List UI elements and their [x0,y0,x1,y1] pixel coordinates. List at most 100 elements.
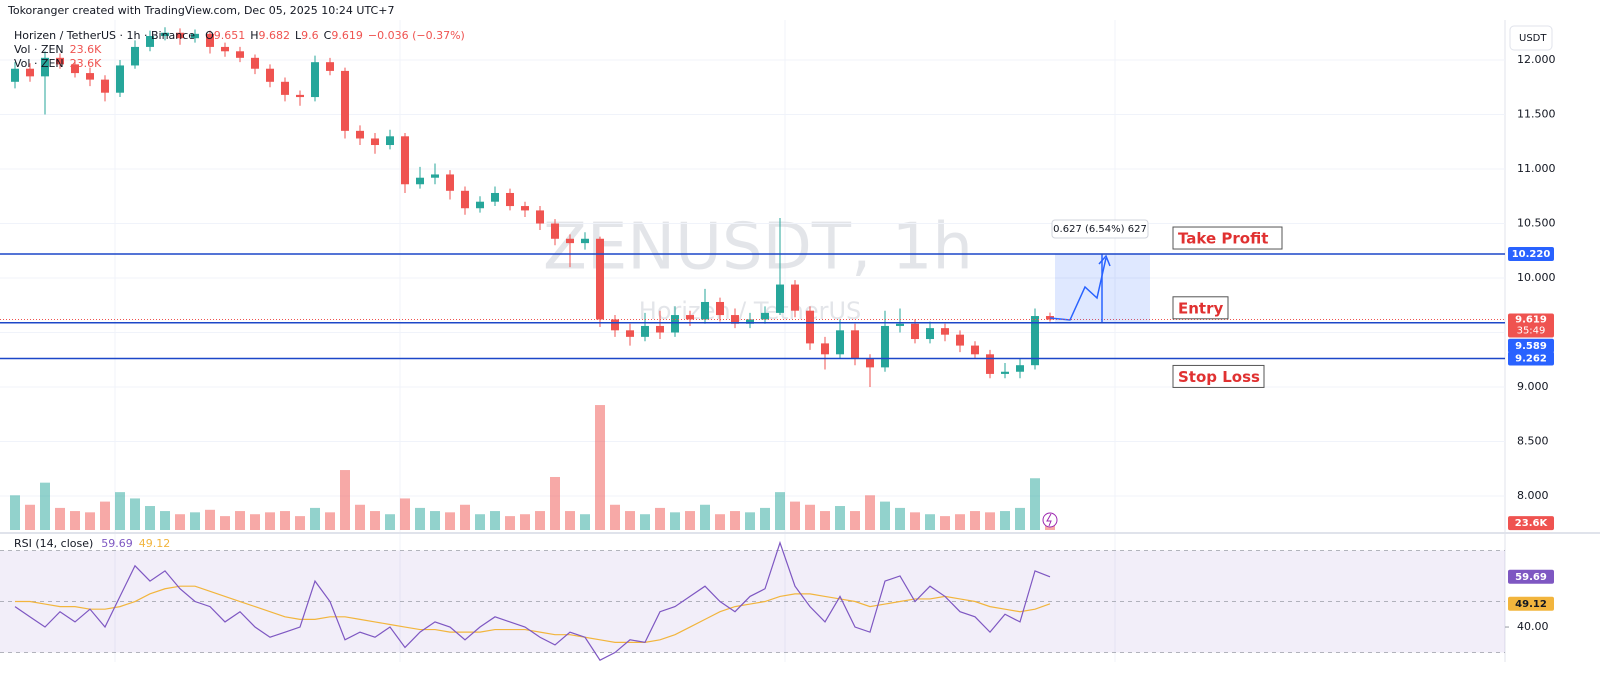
change: −0.036 (−0.37%) [368,29,465,42]
rsi-line [14,540,1051,661]
plot [0,27,1505,530]
volume-bar [790,501,800,530]
candle-body [461,190,469,209]
candle-body [911,323,919,340]
candle-body [776,284,784,313]
ohlc-name: H [250,29,258,42]
rsi-badge [1508,569,1554,584]
volume-bar [595,405,605,530]
volume-bar [130,498,140,530]
volume-bar [355,504,365,530]
volume-bar [340,470,350,530]
last-price-label: 9.619 [1515,315,1547,326]
candle-body [71,64,79,74]
volume-bar [925,514,935,530]
volume-bar [415,507,425,530]
rsi-badge-label: 59.69 [1515,572,1547,583]
candle-body [491,192,499,202]
candle-body [821,343,829,355]
volume-legend-name: Vol · ZEN [14,43,64,56]
candle-body [926,328,934,340]
candle-body [971,345,979,355]
candle-body [206,33,214,47]
candle-body [596,238,604,320]
volume-badge-label: 23.6K [1515,518,1549,529]
volume-bar [730,511,740,530]
volume-badge [1508,516,1554,531]
candle-body [341,70,349,131]
candle-body [476,201,484,209]
candle-body [161,32,169,37]
volume-bar [955,514,965,530]
candle-body [851,330,859,359]
volume-bar [580,514,590,530]
volume-bar [970,511,980,530]
candle-body [866,358,874,368]
rsi-legend-value: 59.69 [101,537,133,550]
candle-body [641,325,649,337]
candle-body [296,94,304,98]
rsi-badge [1508,596,1554,611]
y-tick-label: 12.000 [1517,53,1556,66]
level-label: Take Profit [1178,230,1268,248]
candle-body [266,68,274,82]
volume-bar [145,506,155,530]
candle-body [791,284,799,311]
candle-body [566,238,574,244]
candle-body [536,210,544,224]
candle-body [581,238,589,244]
volume-bar [430,511,440,530]
ohlc-name: L [295,29,302,42]
candle-body [716,301,724,316]
candle-body [746,319,754,324]
volume-bar [550,476,560,530]
candle-body [146,36,154,47]
candle-body [986,354,994,374]
volume-bar [670,512,680,530]
level-label-box [1172,226,1283,250]
level-badge [1508,247,1554,262]
candle-body [686,315,694,320]
candle-body [611,319,619,331]
volume-bar [280,511,290,530]
volume-bar [865,495,875,530]
level-label: Stop Loss [1178,368,1260,386]
level-badge [1508,338,1554,353]
candle-body [416,177,424,185]
volume-bar [10,495,20,530]
volume-bar [115,492,125,530]
level-badge [1508,351,1554,366]
level-badge-label: 10.220 [1512,249,1551,260]
volume-bar [985,512,995,530]
candle-body [176,32,184,39]
alert-icon[interactable] [1042,512,1058,528]
volume-bar [175,514,185,530]
candle-body [1046,316,1054,320]
credit: Tokoranger created with TradingView.com,… [7,4,394,17]
volume-bar [820,511,830,530]
candle-body [761,312,769,320]
y-tick-label: 9.000 [1517,380,1549,393]
candle-body [11,68,19,82]
volume-bar [610,504,620,530]
volume-bar [85,512,95,530]
volume-bar [835,506,845,530]
volume-bar [745,512,755,530]
candle-body [116,65,124,93]
candle-body [521,206,529,211]
volume-bar [205,509,215,530]
volume-bar [700,504,710,530]
volume-bar [325,512,335,530]
volume-bar [445,512,455,530]
candle-body [26,68,34,77]
rsi-tick-label: 40.00 [1517,620,1549,633]
volume-bar [100,501,110,530]
volume-bar [940,516,950,530]
candle-body [221,46,229,52]
level-label: Entry [1178,299,1223,317]
ohlc-value: 9.619 [331,29,363,42]
volume-bar [505,516,515,530]
volume-bar [1030,478,1040,530]
volume-bar [535,511,545,530]
candle-body [806,310,814,344]
